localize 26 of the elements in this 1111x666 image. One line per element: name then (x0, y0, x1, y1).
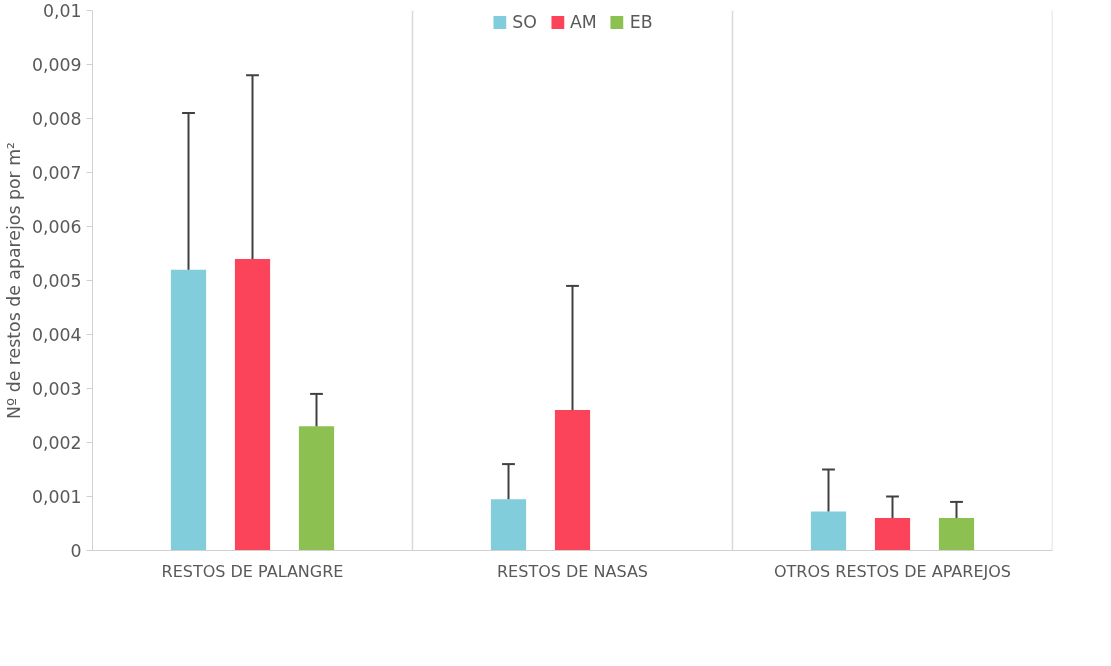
y-tick-label: 0,01 (42, 1, 82, 21)
bar (298, 426, 335, 551)
bar (170, 269, 207, 551)
y-tick-label: 0,008 (31, 109, 82, 129)
y-tick-label: 0,005 (31, 271, 82, 291)
legend-label: EB (629, 12, 653, 32)
y-tick-label: 0,001 (31, 487, 82, 507)
bar (234, 258, 271, 551)
y-tick-label: 0,006 (31, 217, 82, 237)
bar (938, 518, 975, 551)
legend-label: SO (512, 12, 537, 32)
legend-label: AM (569, 12, 597, 32)
y-tick-label: 0 (70, 541, 82, 561)
y-tick-label: 0,009 (31, 55, 82, 75)
x-tick-label: RESTOS DE PALANGRE (161, 561, 344, 581)
bar (490, 499, 527, 551)
bar (874, 518, 911, 551)
y-tick-label: 0,007 (31, 163, 82, 183)
y-tick-label: 0,002 (31, 433, 82, 453)
y-tick-label: 0,004 (31, 325, 82, 345)
x-tick-label: OTROS RESTOS DE APAREJOS (773, 561, 1012, 581)
bar (554, 410, 591, 551)
bar (810, 511, 847, 551)
y-tick-label: 0,003 (31, 379, 82, 399)
y-axis-title: Nº de restos de aparejos por m² (3, 141, 24, 419)
x-tick-label: RESTOS DE NASAS (497, 561, 648, 581)
